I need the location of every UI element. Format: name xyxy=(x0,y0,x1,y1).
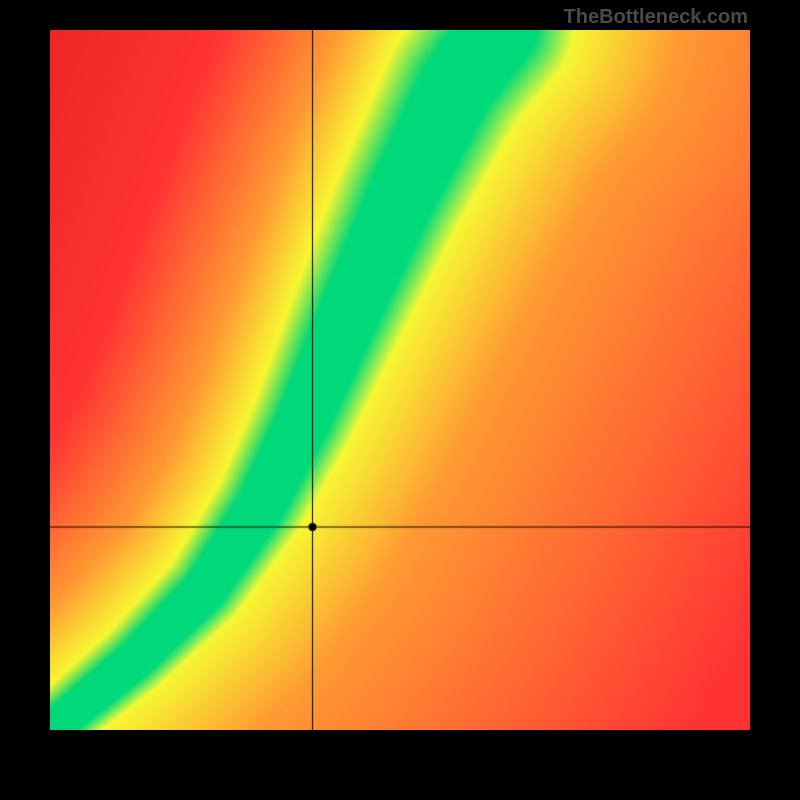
bottleneck-heatmap xyxy=(50,30,750,730)
watermark-text: TheBottleneck.com xyxy=(564,6,748,29)
heatmap-canvas xyxy=(50,30,750,730)
